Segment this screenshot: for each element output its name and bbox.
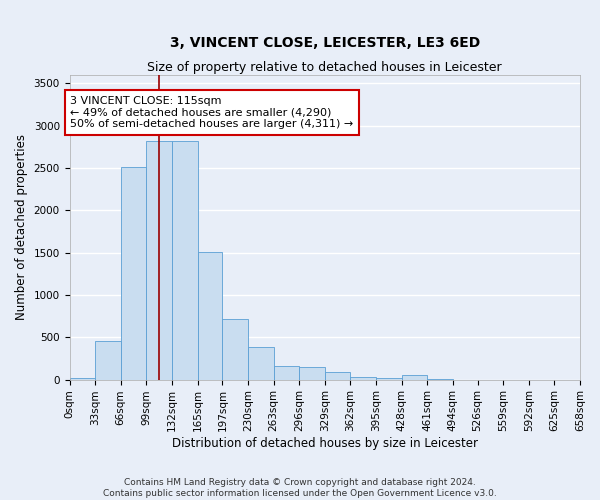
- Bar: [70, 378, 95, 380]
- Bar: [401, 376, 427, 380]
- Bar: [197, 252, 223, 380]
- Bar: [350, 376, 376, 380]
- Bar: [274, 366, 299, 380]
- Bar: [95, 340, 121, 380]
- Text: 3, VINCENT CLOSE, LEICESTER, LE3 6ED: 3, VINCENT CLOSE, LEICESTER, LE3 6ED: [170, 36, 480, 51]
- Bar: [376, 378, 401, 380]
- Bar: [325, 372, 350, 380]
- Bar: [299, 367, 325, 380]
- Bar: [223, 318, 248, 380]
- Bar: [146, 141, 172, 380]
- Bar: [427, 378, 453, 380]
- Text: 3 VINCENT CLOSE: 115sqm
← 49% of detached houses are smaller (4,290)
50% of semi: 3 VINCENT CLOSE: 115sqm ← 49% of detache…: [70, 96, 353, 129]
- Text: Contains HM Land Registry data © Crown copyright and database right 2024.
Contai: Contains HM Land Registry data © Crown c…: [103, 478, 497, 498]
- Y-axis label: Number of detached properties: Number of detached properties: [15, 134, 28, 320]
- Bar: [172, 141, 197, 380]
- Bar: [121, 167, 146, 380]
- Title: Size of property relative to detached houses in Leicester: Size of property relative to detached ho…: [148, 60, 502, 74]
- X-axis label: Distribution of detached houses by size in Leicester: Distribution of detached houses by size …: [172, 437, 478, 450]
- Bar: [248, 346, 274, 380]
